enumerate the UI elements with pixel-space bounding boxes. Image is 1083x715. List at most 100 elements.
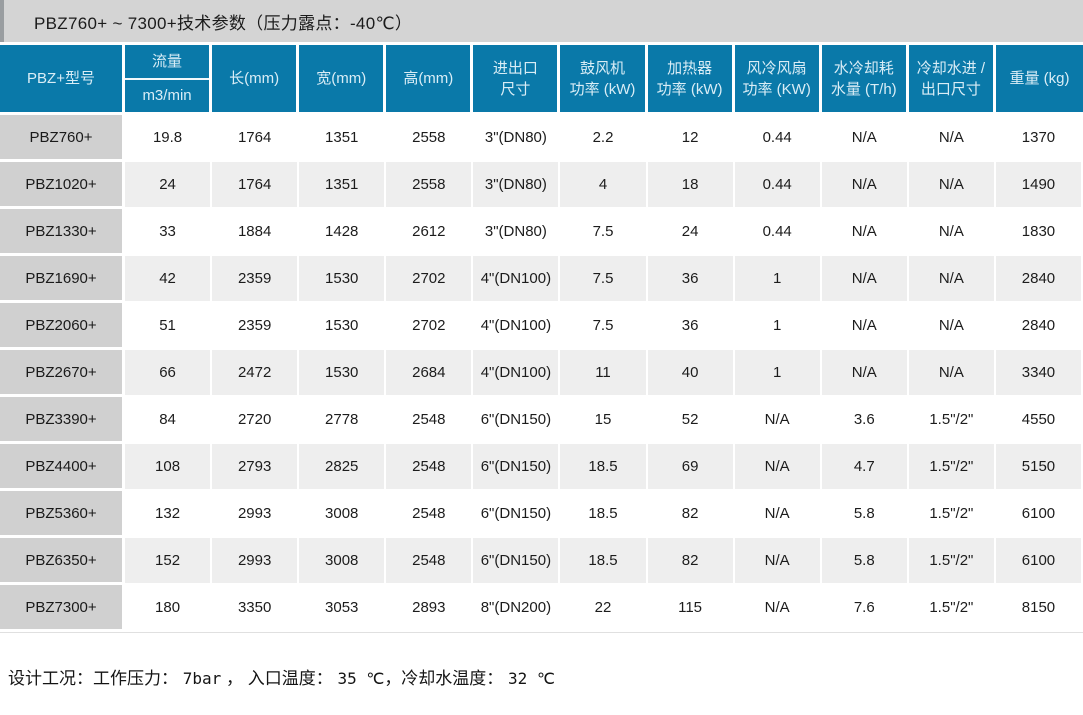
model-cell: PBZ1330+ — [0, 209, 125, 256]
value-cell: N/A — [908, 350, 996, 397]
value-cell: 3350 — [212, 585, 300, 632]
value-cell: 2702 — [386, 256, 474, 303]
value-cell: 3"(DN80) — [473, 115, 561, 162]
value-cell: 3053 — [299, 585, 387, 632]
column-header-label: 鼓风机 — [579, 59, 625, 77]
value-cell: 3340 — [995, 350, 1083, 397]
value-cell: 6"(DN150) — [473, 491, 561, 538]
value-cell: 66 — [125, 350, 213, 397]
value-cell: 3008 — [299, 491, 387, 538]
value-cell: 52 — [647, 397, 735, 444]
column-header-flow: 流量 m3/min — [125, 45, 213, 115]
table-row: PBZ4400+ 108 2793 2825 2548 6"(DN150) 18.5 69 N/… — [0, 444, 1083, 491]
value-cell: 22 — [560, 585, 648, 632]
value-cell: 7.5 — [560, 256, 648, 303]
value-cell: 0.44 — [734, 115, 822, 162]
value-cell: 2893 — [386, 585, 474, 632]
value-cell: N/A — [734, 491, 822, 538]
value-cell: 2.2 — [560, 115, 648, 162]
table-row: PBZ5360+ 132 2993 3008 2548 6"(DN150) 18.5 82 N/… — [0, 491, 1083, 538]
value-cell: 33 — [125, 209, 213, 256]
column-header-label: 冷却水进 / — [916, 59, 986, 77]
column-header-label: 高(mm) — [403, 70, 454, 87]
value-cell: 24 — [647, 209, 735, 256]
column-header-label: 功率 (KW) — [742, 80, 811, 98]
value-cell: 36 — [647, 303, 735, 350]
value-cell: 2993 — [212, 491, 300, 538]
value-cell: N/A — [908, 256, 996, 303]
model-cell: PBZ760+ — [0, 115, 125, 162]
model-cell: PBZ7300+ — [0, 585, 125, 632]
value-cell: 18.5 — [560, 444, 648, 491]
value-cell: 1884 — [212, 209, 300, 256]
value-cell: 6"(DN150) — [473, 538, 561, 585]
value-cell: 18 — [647, 162, 735, 209]
spec-table: PBZ+型号 流量 m3/min 长(mm) 宽(mm) 高(mm) 进出口 尺寸 鼓风机 功率 … — [0, 45, 1083, 633]
value-cell: 2825 — [299, 444, 387, 491]
value-cell: 69 — [647, 444, 735, 491]
column-header-label: 流量 — [125, 45, 210, 80]
table-row: PBZ7300+ 180 3350 3053 2893 8"(DN200) 22 115 N/A… — [0, 585, 1083, 632]
value-cell: N/A — [734, 444, 822, 491]
value-cell: 3.6 — [821, 397, 909, 444]
value-cell: 3008 — [299, 538, 387, 585]
value-cell: 2684 — [386, 350, 474, 397]
column-header-height: 高(mm) — [386, 45, 474, 115]
footer-segment: ，冷却水温度： — [384, 669, 509, 688]
value-cell: 1490 — [995, 162, 1083, 209]
column-header-label: 重量 (kg) — [1009, 70, 1070, 87]
value-cell: 18.5 — [560, 538, 648, 585]
title-bar: PBZ760+ ~ 7300+技术参数（压力露点：-40℃） — [0, 0, 1083, 42]
value-cell: 2840 — [995, 256, 1083, 303]
value-cell: 11 — [560, 350, 648, 397]
value-cell: 1 — [734, 256, 822, 303]
value-cell: 2359 — [212, 303, 300, 350]
model-cell: PBZ2060+ — [0, 303, 125, 350]
value-cell: 4"(DN100) — [473, 350, 561, 397]
table-row: PBZ2670+ 66 2472 1530 2684 4"(DN100) 11 40 1 N/A N… — [0, 350, 1083, 397]
value-cell: 1 — [734, 303, 822, 350]
value-cell: 2993 — [212, 538, 300, 585]
value-cell: 1351 — [299, 115, 387, 162]
value-cell: 1428 — [299, 209, 387, 256]
value-cell: 115 — [647, 585, 735, 632]
footer-segment: 35 ℃ — [337, 669, 385, 688]
value-cell: 2548 — [386, 397, 474, 444]
value-cell: 4.7 — [821, 444, 909, 491]
value-cell: N/A — [821, 303, 909, 350]
table-header-row: PBZ+型号 流量 m3/min 长(mm) 宽(mm) 高(mm) 进出口 尺寸 鼓风机 功率 … — [0, 45, 1083, 115]
design-conditions-note: 设计工况：工作压力： 7bar ， 入口温度： 35 ℃，冷却水温度： 32 ℃ — [0, 664, 1083, 689]
value-cell: 36 — [647, 256, 735, 303]
value-cell: 4550 — [995, 397, 1083, 444]
value-cell: 7.5 — [560, 303, 648, 350]
value-cell: 4"(DN100) — [473, 303, 561, 350]
value-cell: 1530 — [299, 350, 387, 397]
value-cell: 24 — [125, 162, 213, 209]
value-cell: N/A — [734, 397, 822, 444]
value-cell: 4 — [560, 162, 648, 209]
value-cell: 2548 — [386, 444, 474, 491]
value-cell: 6"(DN150) — [473, 397, 561, 444]
value-cell: 180 — [125, 585, 213, 632]
value-cell: 18.5 — [560, 491, 648, 538]
table-row: PBZ2060+ 51 2359 1530 2702 4"(DN100) 7.5 36 1 N/A… — [0, 303, 1083, 350]
value-cell: 1830 — [995, 209, 1083, 256]
value-cell: N/A — [908, 209, 996, 256]
value-cell: 132 — [125, 491, 213, 538]
value-cell: 40 — [647, 350, 735, 397]
table-row: PBZ1020+ 24 1764 1351 2558 3"(DN80) 4 18 0.44 N/A… — [0, 162, 1083, 209]
value-cell: 2359 — [212, 256, 300, 303]
value-cell: 2548 — [386, 491, 474, 538]
value-cell: N/A — [821, 115, 909, 162]
value-cell: 2548 — [386, 538, 474, 585]
value-cell: 1351 — [299, 162, 387, 209]
column-header-blower-power: 鼓风机 功率 (kW) — [560, 45, 648, 115]
model-cell: PBZ1690+ — [0, 256, 125, 303]
table-row: PBZ6350+ 152 2993 3008 2548 6"(DN150) 18.5 82 N/… — [0, 538, 1083, 585]
column-header-model: PBZ+型号 — [0, 45, 125, 115]
value-cell: 5.8 — [821, 538, 909, 585]
model-cell: PBZ5360+ — [0, 491, 125, 538]
column-header-water-consumption: 水冷却耗 水量 (T/h) — [821, 45, 909, 115]
column-header-cooling-water-size: 冷却水进 / 出口尺寸 — [908, 45, 996, 115]
column-header-label: 长(mm) — [229, 70, 280, 87]
